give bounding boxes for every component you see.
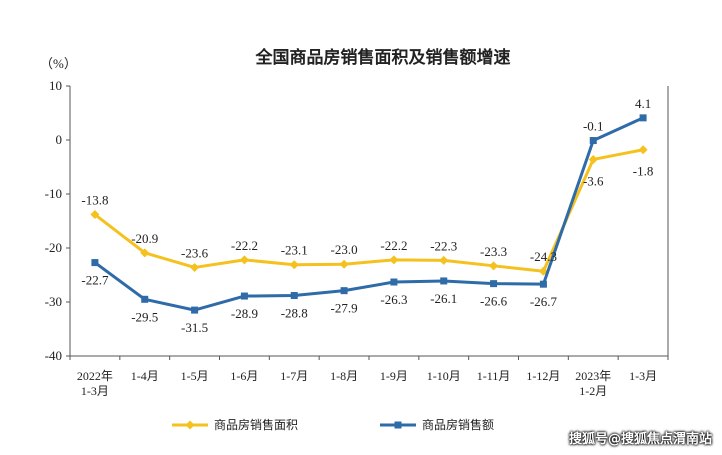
series-line	[94, 116, 644, 312]
data-label: -13.8	[81, 193, 108, 208]
x-tick-label: 1-3月	[81, 384, 109, 398]
data-label: -26.6	[480, 294, 508, 309]
data-point	[439, 255, 449, 265]
x-tick-label: 1-11月	[477, 369, 511, 383]
legend-label: 商品房销售额	[422, 417, 494, 432]
data-point	[140, 248, 150, 258]
series-layer	[90, 114, 648, 314]
y-tick-labels: 10 0 -10 -20 -30 -40	[45, 78, 62, 363]
x-tick-label: 1-12月	[526, 369, 560, 383]
data-label: -22.7	[81, 273, 109, 288]
data-label: -26.3	[380, 292, 407, 307]
data-point	[239, 255, 249, 265]
data-label: -1.8	[633, 164, 654, 179]
x-tick-label: 1-3月	[629, 369, 657, 383]
legend-marker	[394, 421, 402, 429]
x-tick-label: 1-2月	[579, 384, 607, 398]
data-point	[639, 114, 647, 122]
data-point	[289, 260, 299, 270]
x-tick-label: 1-8月	[330, 369, 358, 383]
x-tick-label: 1-7月	[280, 369, 308, 383]
data-label: -31.5	[181, 320, 208, 335]
data-label: 4.1	[635, 96, 651, 111]
watermark: 搜狐号@搜狐焦点渭南站	[568, 432, 712, 447]
data-label: -26.1	[430, 291, 457, 306]
data-point	[539, 280, 547, 288]
x-tick-label: 2022年	[77, 369, 113, 383]
series-line	[94, 148, 644, 273]
data-point	[589, 137, 597, 145]
legend-item-area: 商品房销售面积	[172, 417, 298, 432]
axes	[66, 85, 669, 360]
data-point	[290, 292, 298, 300]
data-label: -23.3	[480, 244, 507, 259]
data-label: -27.9	[331, 301, 358, 316]
data-label: -22.2	[380, 238, 407, 253]
data-label: -29.5	[131, 309, 158, 324]
x-tick-label: 2023年	[575, 369, 611, 383]
series-area	[90, 145, 648, 276]
legend-item-sales: 商品房销售额	[380, 417, 494, 432]
data-label: -26.7	[530, 294, 558, 309]
series-sales	[91, 114, 647, 314]
data-point	[389, 255, 399, 265]
x-tick-label: 1-4月	[131, 369, 159, 383]
x-tick-label: 1-10月	[427, 369, 461, 383]
data-point	[490, 280, 498, 288]
y-tick-label: -30	[45, 294, 62, 309]
data-point	[588, 154, 598, 164]
data-point	[340, 287, 348, 295]
data-point	[191, 306, 199, 314]
data-point	[339, 259, 349, 269]
data-point	[90, 210, 100, 220]
legend: 商品房销售面积 商品房销售额	[172, 417, 494, 432]
data-point	[190, 262, 200, 272]
chart-title: 全国商品房销售面积及销售额增速	[255, 47, 511, 68]
y-tick-label: 0	[56, 132, 63, 147]
data-point	[141, 295, 149, 303]
y-tick-label: -20	[45, 240, 62, 255]
data-point	[240, 292, 248, 300]
data-point	[91, 259, 99, 267]
y-axis-unit: （%）	[40, 56, 77, 71]
data-label: -28.9	[231, 306, 258, 321]
data-point	[638, 145, 648, 155]
x-tick-label: 1-5月	[181, 369, 209, 383]
data-label: -28.8	[281, 306, 308, 321]
data-label: -23.0	[331, 242, 358, 257]
y-tick-label: -10	[45, 186, 62, 201]
x-tick-label: 1-9月	[380, 369, 408, 383]
data-label: -23.6	[181, 245, 209, 260]
data-label: -0.1	[583, 119, 604, 134]
x-tick-label: 1-6月	[230, 369, 258, 383]
data-label: -22.3	[430, 238, 457, 253]
data-point	[440, 277, 448, 285]
data-label: -23.1	[281, 243, 308, 258]
data-label: -22.2	[231, 238, 258, 253]
legend-marker	[185, 420, 195, 430]
data-point	[390, 278, 398, 286]
data-label: -20.9	[131, 231, 158, 246]
data-label: -24.3	[530, 249, 557, 264]
legend-label: 商品房销售面积	[214, 417, 298, 432]
y-tick-label: -40	[45, 348, 62, 363]
data-point	[489, 261, 499, 271]
y-tick-label: 10	[49, 78, 62, 93]
data-labels: -13.8 -20.9 -23.6 -22.2 -23.1 -23.0 -22.2 -22.3…	[81, 96, 653, 335]
data-label: -3.6	[583, 173, 604, 188]
